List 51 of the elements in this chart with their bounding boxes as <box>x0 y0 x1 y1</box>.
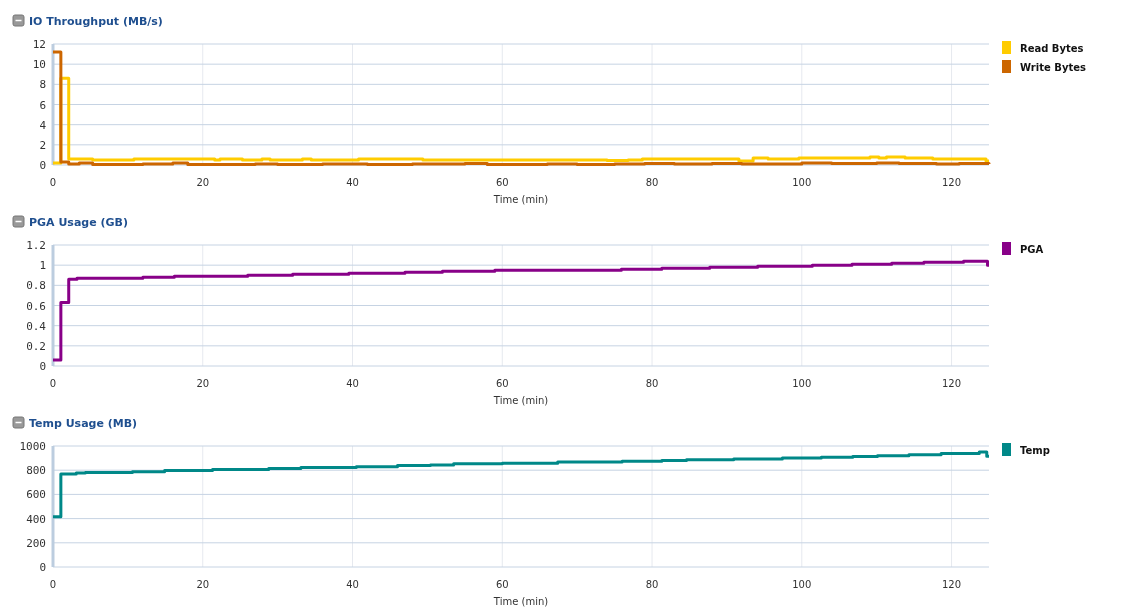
y-tick-label: 2 <box>39 138 46 152</box>
legend-label: Temp <box>1020 445 1050 456</box>
x-tick-label: 80 <box>645 177 659 188</box>
x-tick-label: 40 <box>346 177 359 188</box>
y-tick-label: 0.8 <box>26 279 46 293</box>
x-tick-label: 80 <box>645 378 659 389</box>
chart-title: IO Throughput (MB/s) <box>29 15 163 28</box>
y-tick-label: 1000 <box>19 440 46 453</box>
x-tick-label: 20 <box>196 579 210 590</box>
y-tick-label: 10 <box>32 58 46 72</box>
y-tick-label: 800 <box>26 464 46 478</box>
y-tick-label: 400 <box>26 512 46 526</box>
y-tick-label: 600 <box>26 488 46 502</box>
x-tick-label: 120 <box>942 378 962 389</box>
x-tick-label: 20 <box>196 378 210 389</box>
y-tick-label: 1.2 <box>26 239 46 252</box>
y-tick-label: 8 <box>39 78 46 92</box>
y-tick-label: 1 <box>39 259 46 273</box>
x-tick-label: 120 <box>942 177 962 188</box>
y-tick-label: 0.6 <box>26 299 46 313</box>
chart-title: PGA Usage (GB) <box>29 216 128 229</box>
y-tick-label: 0 <box>39 561 46 574</box>
x-tick-label: 60 <box>495 378 509 389</box>
x-tick-label: 100 <box>792 177 812 188</box>
x-tick-label: 100 <box>792 579 812 590</box>
y-tick-label: 0 <box>39 159 46 172</box>
y-tick-label: 0.4 <box>26 319 47 333</box>
x-tick-label: 40 <box>346 378 359 389</box>
x-tick-label: 120 <box>942 579 962 590</box>
x-tick-label: 20 <box>196 177 210 188</box>
x-tick-label: 60 <box>495 177 509 188</box>
x-axis-title: Time (min) <box>492 395 549 406</box>
legend-label: PGA <box>1020 244 1044 255</box>
y-tick-label: 4 <box>39 118 47 132</box>
y-tick-label: 6 <box>39 98 46 112</box>
x-axis-title: Time (min) <box>492 194 549 205</box>
x-tick-label: 60 <box>495 579 509 590</box>
y-tick-label: 0.2 <box>26 339 46 353</box>
y-tick-label: 200 <box>26 536 46 550</box>
x-tick-label: 40 <box>346 579 359 590</box>
y-tick-label: 12 <box>32 38 46 51</box>
y-tick-label: 0 <box>39 360 46 373</box>
x-tick-label: 0 <box>49 177 57 188</box>
x-tick-label: 0 <box>49 579 57 590</box>
chart-title: Temp Usage (MB) <box>29 417 138 430</box>
x-tick-label: 100 <box>792 378 812 389</box>
x-axis-title: Time (min) <box>492 596 549 607</box>
x-tick-label: 0 <box>49 378 57 389</box>
x-tick-label: 80 <box>645 579 659 590</box>
legend-label: Read Bytes <box>1020 43 1084 54</box>
legend-label: Write Bytes <box>1020 62 1086 73</box>
